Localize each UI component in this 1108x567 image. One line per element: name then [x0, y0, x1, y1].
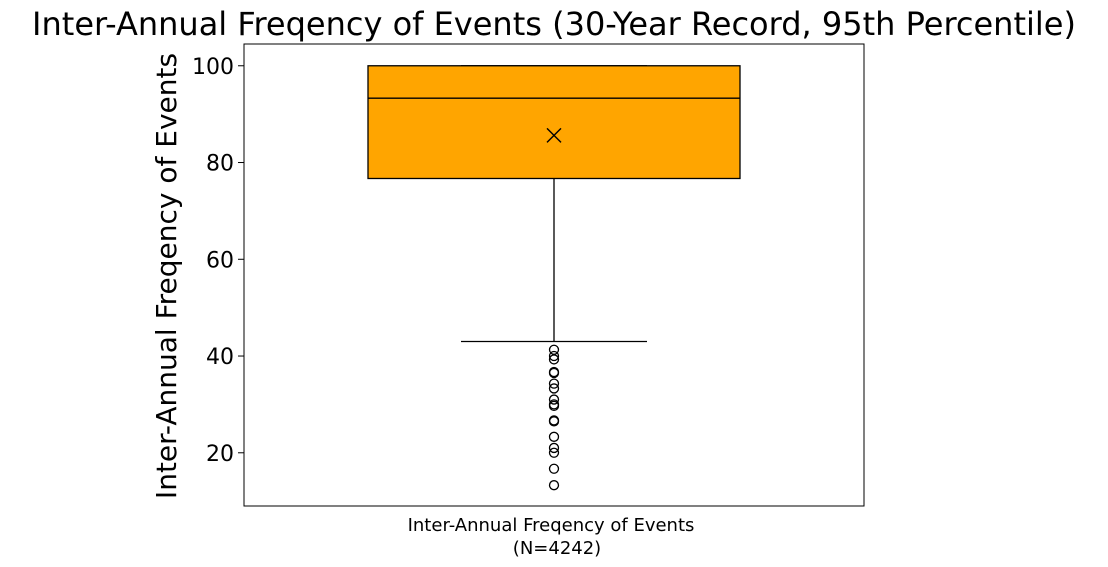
- outlier-point: [548, 480, 560, 491]
- box-plot-group: [367, 65, 741, 491]
- y-tick-label: 40: [206, 345, 234, 370]
- y-tick-label: 60: [206, 248, 234, 273]
- outlier-point: [548, 378, 560, 389]
- mean-marker-stroke: [546, 127, 562, 143]
- y-axis-ticks: 20 40 60 80 100: [192, 55, 244, 467]
- y-axis-label: Inter-Annual Freqency of Events: [150, 53, 183, 499]
- mean-marker: [546, 127, 562, 143]
- outlier-point: [548, 447, 560, 458]
- outlier-point: [548, 394, 560, 405]
- y-tick-label: 100: [192, 55, 234, 80]
- chart-title: Inter-Annual Freqency of Events (30-Year…: [32, 5, 1076, 43]
- plot-area-frame: [243, 43, 865, 507]
- y-tick-label: 20: [206, 442, 234, 467]
- x-tick-label: Inter-Annual Freqency of Events: [408, 515, 695, 536]
- outlier-point: [548, 383, 560, 394]
- outlier-point: [548, 344, 560, 355]
- y-tick-label: 80: [206, 152, 234, 177]
- outlier-point: [548, 416, 560, 427]
- outlier-point: [548, 400, 560, 412]
- outlier-point: [548, 431, 560, 442]
- outlier-point: [548, 354, 560, 365]
- outlier-point: [548, 367, 560, 379]
- outlier-point: [548, 350, 560, 362]
- outlier-point: [548, 463, 560, 474]
- outlier-point: [548, 442, 560, 454]
- iqr-box: [367, 65, 741, 180]
- x-tick-sublabel: (N=4242): [513, 538, 601, 559]
